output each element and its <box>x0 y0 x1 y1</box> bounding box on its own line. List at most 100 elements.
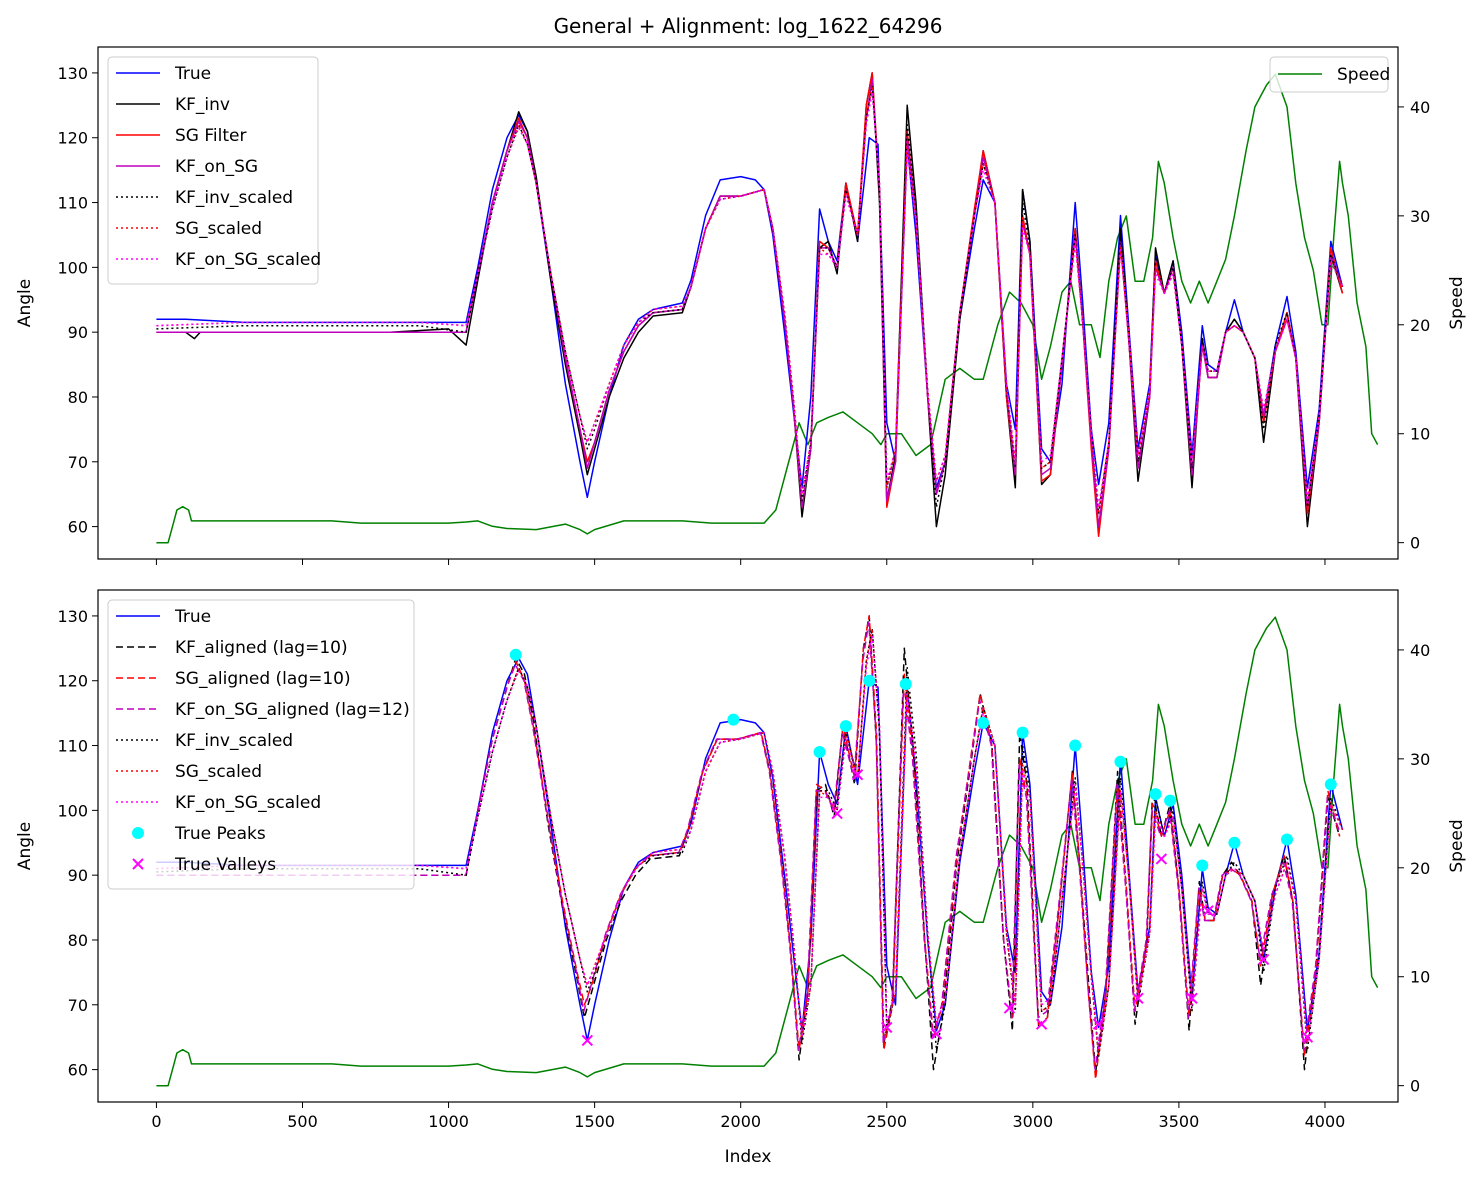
bottom-chart-series-speed <box>156 616 1379 1087</box>
bottom-chart-ytick-label: 80 <box>68 931 88 950</box>
top-chart-legend-label: True <box>174 64 211 84</box>
bottom-chart-legend-label: True <box>174 607 211 627</box>
bottom-chart-true-peaks-marker <box>813 746 826 759</box>
top-chart-y2label: Speed <box>1447 276 1467 329</box>
bottom-chart-series-kf-aligned-lag-10 <box>156 615 1341 1074</box>
bottom-chart-true-peaks-marker <box>1114 755 1127 768</box>
bottom-chart-true-valleys-marker <box>1186 992 1198 1005</box>
top-chart-legend-label: KF_on_SG <box>175 157 258 177</box>
bottom-chart-series-true <box>156 657 1344 1042</box>
top-chart-legend-box <box>107 56 319 285</box>
bottom-chart-true-peaks-marker <box>863 674 876 687</box>
bottom-chart-legend-label: KF_inv_scaled <box>175 731 293 751</box>
bottom-chart-xtick-label: 0 <box>151 1112 161 1131</box>
bottom-chart-axes: 0 500 1000 1500 2000 2500 3000 3500 400060708090… <box>57 607 1430 1131</box>
bottom-chart-y2tick-label: 10 <box>1410 968 1430 987</box>
top-chart-ytick-label: 110 <box>57 194 88 213</box>
top-chart-legend: True KF_inv SG Filter KF_on_SG KF_inv_scaled… <box>107 56 321 285</box>
bottom-chart-true-peaks-marker <box>727 713 740 726</box>
bottom-chart-true-valleys-marker <box>1092 1018 1105 1030</box>
bottom-chart-xtick-label: 2000 <box>720 1112 761 1131</box>
top-chart-ytick-label: 70 <box>68 453 88 472</box>
top-chart-legend-label: SG Filter <box>175 126 246 146</box>
bottom-chart-xtick-label: 3000 <box>1012 1112 1053 1131</box>
bottom-chart-xtick-label: 4000 <box>1305 1112 1346 1131</box>
bottom-chart-legend-box <box>107 599 415 890</box>
bottom-chart-true-valleys-marker <box>1003 1002 1016 1014</box>
bottom-chart-y2tick-label: 0 <box>1410 1077 1420 1096</box>
top-chart-legend-label: SG_scaled <box>175 219 262 239</box>
bottom-chart-legend-label: KF_on_SG_aligned (lag=12) <box>175 700 410 720</box>
bottom-chart-true-valleys-marker <box>930 1028 943 1040</box>
bottom-chart: 0 500 1000 1500 2000 2500 3000 3500 400060708090… <box>15 589 1467 1167</box>
bottom-chart-legend-label: True Valleys <box>174 855 276 875</box>
bottom-chart-ytick-label: 60 <box>68 1061 88 1080</box>
bottom-chart-true-valleys-marker <box>1202 905 1214 917</box>
bottom-chart-xtick-label: 1000 <box>428 1112 469 1131</box>
top-chart-ytick-label: 130 <box>57 64 88 83</box>
bottom-chart-xtick-label: 500 <box>287 1112 318 1131</box>
top-chart-series-speed <box>156 73 1379 544</box>
bottom-chart-true-peaks-marker <box>1164 794 1177 807</box>
bottom-chart-ytick-label: 90 <box>68 866 88 885</box>
top-chart-y2tick-label: 10 <box>1410 425 1430 444</box>
top-chart-ytick-label: 60 <box>68 518 88 537</box>
bottom-chart-true-peaks-marker <box>1324 778 1337 791</box>
bottom-chart-true-peaks-marker <box>839 720 852 733</box>
top-chart-speed-legend: Speed <box>1269 56 1390 93</box>
bottom-chart-legend-swatch <box>132 858 144 870</box>
bottom-chart-ytick-label: 130 <box>57 607 88 626</box>
top-chart-ylabel: Angle <box>15 279 35 327</box>
top-chart-ytick-label: 90 <box>68 323 88 342</box>
bottom-chart-true-valleys-marker <box>831 807 843 820</box>
bottom-chart-true-valleys-marker <box>581 1034 594 1047</box>
bottom-chart-ytick-label: 100 <box>57 801 88 820</box>
top-chart-legend-label: KF_inv_scaled <box>175 188 293 208</box>
bottom-chart-true-peaks-marker <box>1280 833 1293 846</box>
bottom-chart-ytick-label: 120 <box>57 672 88 691</box>
top-chart-y2tick-label: 40 <box>1410 98 1430 117</box>
bottom-chart-true-valleys-marker <box>1132 992 1144 1005</box>
top-chart-series-kf-on-sg-scaled <box>156 91 1344 508</box>
bottom-chart-lines <box>156 615 1379 1087</box>
bottom-chart-y2label: Speed <box>1447 819 1467 872</box>
top-chart-ytick-label: 100 <box>57 258 88 277</box>
bottom-chart-xlabel: Index <box>725 1147 772 1167</box>
bottom-chart-legend-label: KF_on_SG_scaled <box>175 793 321 813</box>
bottom-chart-true-valleys-marker <box>1301 1031 1314 1043</box>
bottom-chart-frame <box>97 589 1399 1103</box>
top-chart-y2tick-label: 20 <box>1410 316 1430 335</box>
bottom-chart-legend-label: KF_aligned (lag=10) <box>175 638 348 658</box>
bottom-chart-y2tick-label: 20 <box>1410 859 1430 878</box>
top-chart-legend-label: KF_inv <box>175 95 230 115</box>
bottom-chart-true-peaks-marker <box>509 648 522 661</box>
bottom-chart-xtick-label: 2500 <box>866 1112 907 1131</box>
bottom-chart-legend-label: True Peaks <box>174 824 266 844</box>
top-chart-frame <box>97 46 1399 560</box>
bottom-chart-true-peaks-marker <box>1069 739 1082 752</box>
bottom-chart-true-valleys-marker <box>1035 1018 1048 1030</box>
top-chart-lines <box>156 72 1379 544</box>
top-chart-ytick-label: 120 <box>57 129 88 148</box>
bottom-chart-legend: True KF_aligned (lag=10) SG_aligned (lag=1… <box>107 599 415 890</box>
bottom-chart-y2tick-label: 30 <box>1410 750 1430 769</box>
bottom-chart-true-valleys-marker <box>1257 953 1270 966</box>
bottom-chart-true-peaks-marker <box>977 716 990 729</box>
bottom-chart-legend-label: SG_scaled <box>175 762 262 782</box>
bottom-chart-ytick-label: 70 <box>68 996 88 1015</box>
bottom-chart-y2tick-label: 40 <box>1410 641 1430 660</box>
bottom-chart-legend-swatch <box>132 827 144 839</box>
bottom-chart-legend-label: SG_aligned (lag=10) <box>175 669 351 689</box>
bottom-chart-true-peaks-marker <box>899 677 912 690</box>
bottom-chart-series-kf-on-sg-aligned-lag-12 <box>156 621 1340 1071</box>
top-chart: 60 70 80 90 100 110 120 130 0 10 20 30 40 Angle Spee… <box>15 46 1467 565</box>
bottom-chart-true-peaks-marker <box>1149 788 1162 801</box>
bottom-chart-series-kf-on-sg-scaled <box>156 634 1344 1051</box>
bottom-chart-true-peaks-marker <box>1016 726 1029 739</box>
top-chart-series-true <box>156 114 1344 499</box>
bottom-chart-true-peaks-marker <box>1196 859 1209 872</box>
bottom-chart-ylabel: Angle <box>15 822 35 870</box>
top-chart-y2tick-label: 0 <box>1410 534 1420 553</box>
figure-title: General + Alignment: log_1622_64296 <box>554 14 943 38</box>
